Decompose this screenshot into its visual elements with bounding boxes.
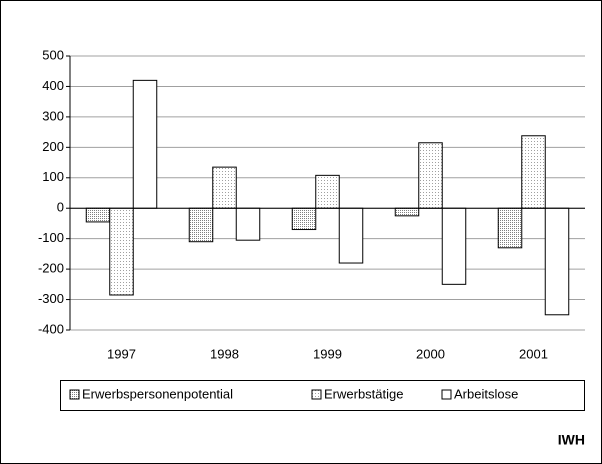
bar [85,207,111,223]
bar [315,174,340,209]
y-tick-label: 500 [42,47,64,62]
x-tick-label: 2001 [519,346,548,361]
legend-box [60,380,585,411]
x-tick-label: 1999 [313,346,342,361]
legend-swatch [311,389,322,400]
y-tick-label: 400 [42,78,64,93]
bar [394,207,420,217]
x-tick-label: 1997 [107,346,136,361]
x-tick-label: 1998 [210,346,239,361]
bar [497,207,523,249]
legend-label: Erwerbstätige [324,386,403,401]
source-label: IWH [558,432,585,448]
y-tick-label: -200 [38,261,64,276]
legend-swatch [441,389,452,400]
legend-label: Arbeitslose [454,386,518,401]
y-tick-label: -400 [38,321,64,336]
y-tick-label: 100 [42,169,64,184]
y-tick-label: 200 [42,139,64,154]
bar [132,79,158,209]
bar [544,207,570,316]
legend-label: Erwerbspersonenpotential [82,386,233,401]
bar [521,135,546,209]
bar [441,207,467,285]
x-tick-label: 2000 [416,346,445,361]
bar [188,207,214,243]
bar [235,207,261,241]
bar [338,207,364,264]
bar [291,207,317,231]
y-tick-label: -100 [38,230,64,245]
bar [109,207,134,296]
y-tick-label: 0 [57,200,64,215]
y-tick-label: -300 [38,291,64,306]
y-tick-label: 300 [42,108,64,123]
bar [418,142,443,209]
legend-swatch [69,389,80,400]
bar [212,166,237,209]
